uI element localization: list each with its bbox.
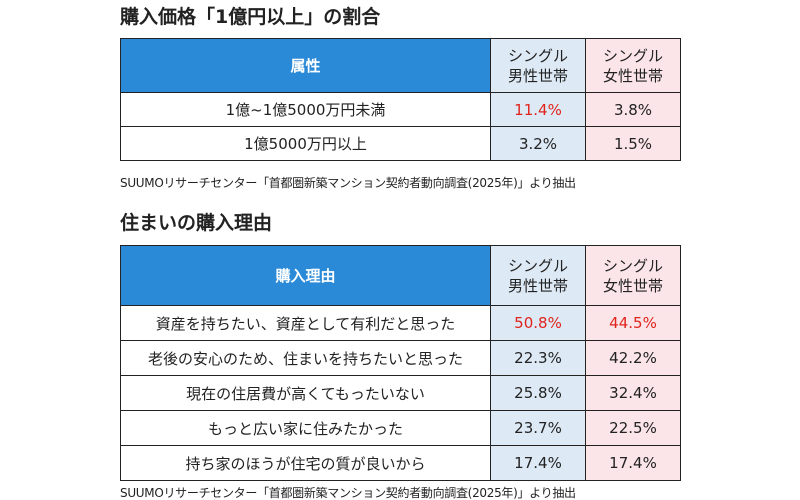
row-label: 持ち家のほうが住宅の質が良いから <box>120 445 491 481</box>
header-cell: シングル 男性世帯 <box>490 38 586 93</box>
value-cell: 1.5% <box>585 126 681 161</box>
header-cell: シングル 女性世帯 <box>585 38 681 93</box>
value-cell: 3.8% <box>585 92 681 127</box>
value-cell: 50.8% <box>490 305 586 341</box>
header-line: 男性世帯 <box>507 276 568 295</box>
row-label: 老後の安心のため、住まいを持ちたいと思った <box>120 340 491 376</box>
value-cell: 44.5% <box>585 305 681 341</box>
value-cell: 17.4% <box>585 445 681 481</box>
table-row: 老後の安心のため、住まいを持ちたいと思った 22.3% 42.2% <box>120 340 681 376</box>
table-row: 現在の住居費が高くてもったいない 25.8% 32.4% <box>120 375 681 411</box>
header-line: シングル <box>507 46 568 65</box>
table-row: 資産を持ちたい、資産として有利だと思った 50.8% 44.5% <box>120 305 681 341</box>
source-note: SUUMOリサーチセンター「首都圏新築マンション契約者動向調査(2025年)」よ… <box>120 176 576 190</box>
table-row: もっと広い家に住みたかった 23.7% 22.5% <box>120 410 681 446</box>
header-cell: 属性 <box>120 38 491 93</box>
header-row: 購入理由 シングル 男性世帯 シングル 女性世帯 <box>120 245 681 306</box>
row-label: 1億~1億5000万円未満 <box>120 92 491 127</box>
header-cell: 購入理由 <box>120 245 491 306</box>
value-cell: 23.7% <box>490 410 586 446</box>
table-row: 持ち家のほうが住宅の質が良いから 17.4% 17.4% <box>120 445 681 481</box>
header-line: シングル <box>602 46 663 65</box>
data-table: 購入理由 シングル 男性世帯 シングル 女性世帯 資産を持ちたい、資産として有利だと思った… <box>120 245 681 481</box>
row-label: 資産を持ちたい、資産として有利だと思った <box>120 305 491 341</box>
value-cell: 17.4% <box>490 445 586 481</box>
section-title: 住まいの購入理由 <box>120 212 273 234</box>
value-cell: 3.2% <box>490 126 586 161</box>
header-line: 女性世帯 <box>602 66 663 85</box>
row-label: もっと広い家に住みたかった <box>120 410 491 446</box>
value-cell: 11.4% <box>490 92 586 127</box>
header-line: シングル <box>602 256 663 275</box>
header-line: 女性世帯 <box>602 276 663 295</box>
header-line: 男性世帯 <box>507 66 568 85</box>
section-title: 購入価格「1億円以上」の割合 <box>120 6 381 28</box>
data-table: 属性 シングル 男性世帯 シングル 女性世帯 1億~1億5000万円未満 11.4% 3.8%… <box>120 38 681 161</box>
value-cell: 22.3% <box>490 340 586 376</box>
table-row: 1億5000万円以上 3.2% 1.5% <box>120 126 681 161</box>
header-row: 属性 シングル 男性世帯 シングル 女性世帯 <box>120 38 681 93</box>
row-label: 1億5000万円以上 <box>120 126 491 161</box>
value-cell: 22.5% <box>585 410 681 446</box>
header-cell: シングル 男性世帯 <box>490 245 586 306</box>
header-line: シングル <box>507 256 568 275</box>
header-cell: シングル 女性世帯 <box>585 245 681 306</box>
source-note: SUUMOリサーチセンター「首都圏新築マンション契約者動向調査(2025年)」よ… <box>120 486 576 500</box>
value-cell: 42.2% <box>585 340 681 376</box>
value-cell: 32.4% <box>585 375 681 411</box>
value-cell: 25.8% <box>490 375 586 411</box>
row-label: 現在の住居費が高くてもったいない <box>120 375 491 411</box>
table-row: 1億~1億5000万円未満 11.4% 3.8% <box>120 92 681 127</box>
